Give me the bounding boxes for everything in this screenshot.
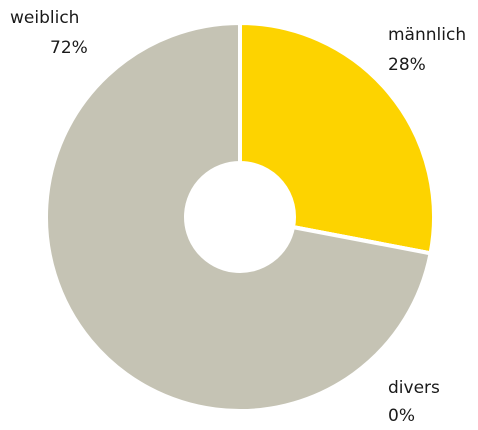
slice-value-label: 0% [388, 406, 415, 426]
slice-label: weiblich [10, 8, 79, 28]
slice-value-label: 28% [388, 55, 426, 75]
donut-slice [44, 21, 433, 413]
slice-label: divers [388, 378, 440, 398]
slice-label: männlich [388, 25, 466, 45]
slice-value-label: 72% [50, 38, 88, 58]
donut-slice [238, 21, 436, 256]
